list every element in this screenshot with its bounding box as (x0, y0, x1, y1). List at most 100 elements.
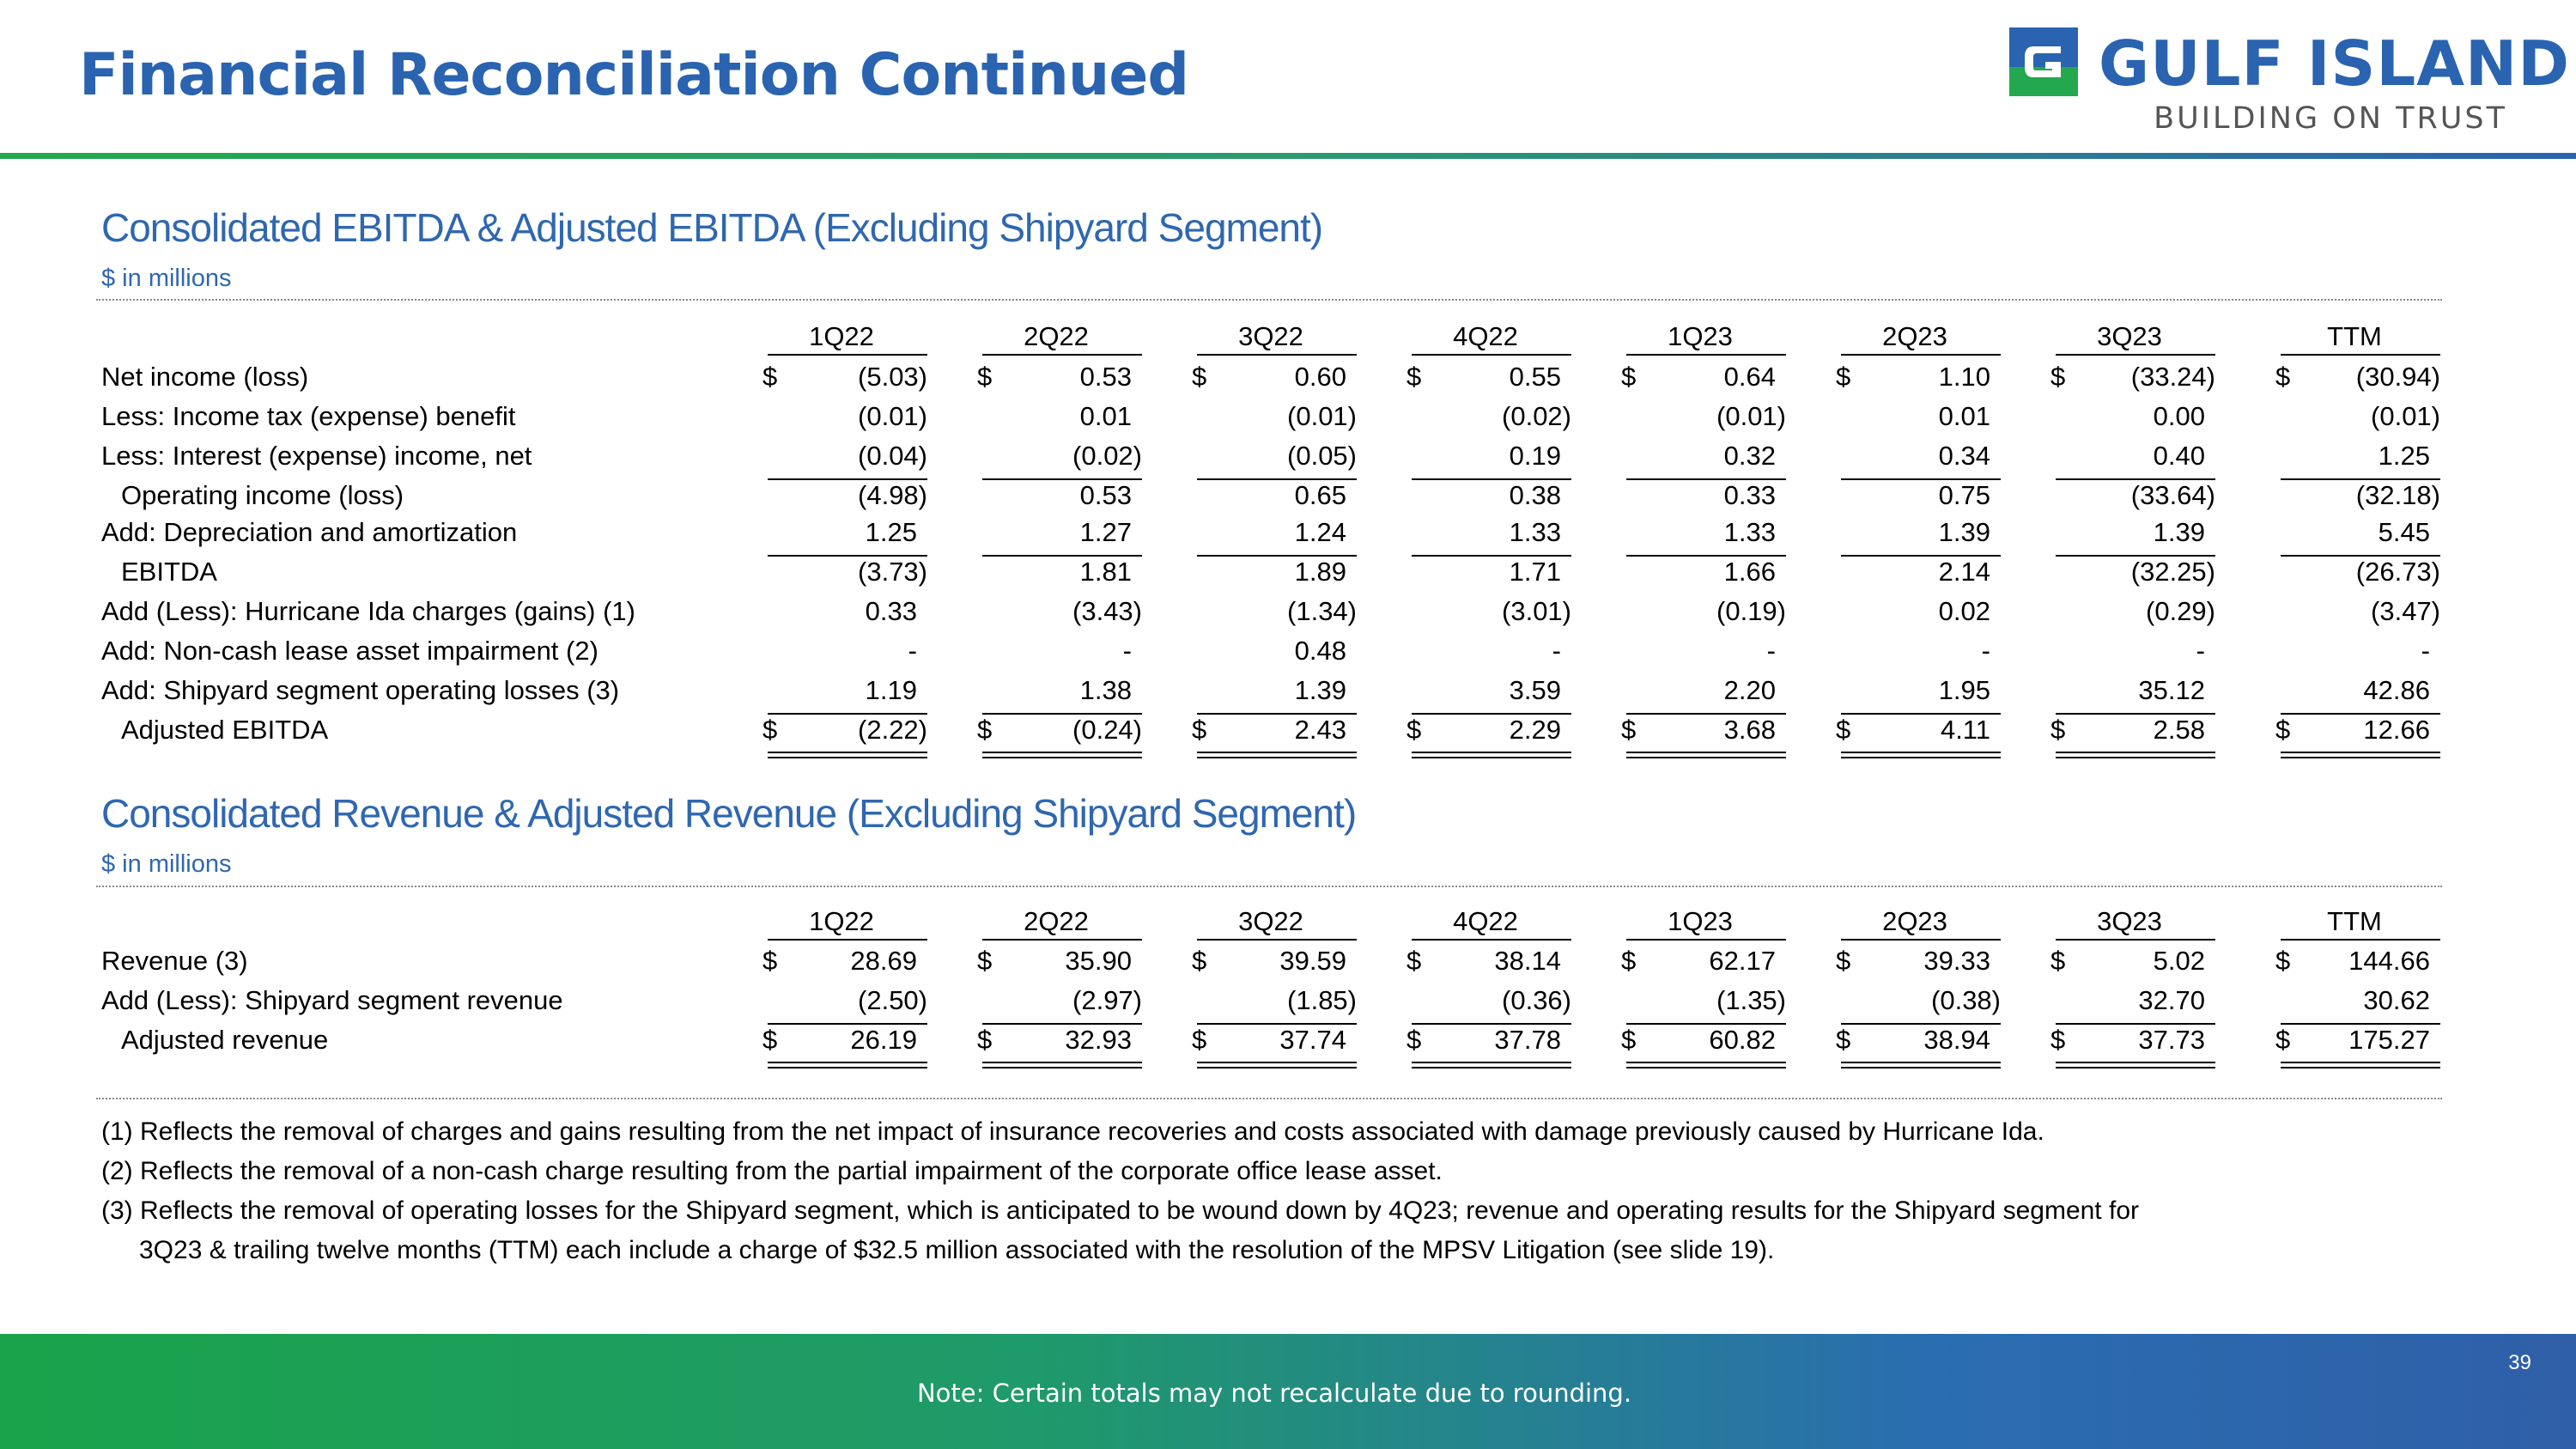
cell-value: 2.58 (2153, 715, 2205, 745)
column-header: TTM (2327, 321, 2382, 351)
cell-value: (32.25) (2130, 557, 2215, 587)
table-cell: - (1614, 636, 1786, 667)
cell-value: 0.01 (1938, 401, 1990, 431)
rounding-note: Note: Certain totals may not recalculate… (916, 1379, 1632, 1408)
table-cell: 0.33 (756, 596, 927, 627)
table-cell: (0.01) (2269, 401, 2440, 432)
cell-value: - (1766, 636, 1776, 666)
cell-value: 26.19 (850, 1025, 917, 1055)
table-cell: 0.32 (1614, 441, 1786, 472)
cell-value: 37.74 (1279, 1025, 1346, 1055)
column-header: 4Q22 (1453, 906, 1518, 936)
page-number: 39 (2508, 1351, 2531, 1374)
cell-value: (33.24) (2130, 362, 2215, 392)
cell-value: (0.04) (858, 441, 927, 471)
currency-symbol: $ (1836, 946, 1851, 976)
column-header: 1Q22 (809, 906, 874, 936)
total-rule (982, 713, 1142, 715)
footer-bar: Note: Certain totals may not recalculate… (0, 1334, 2576, 1449)
column-header: 2Q22 (1024, 321, 1089, 351)
total-rule (1626, 713, 1786, 715)
row-label: Revenue (3) (101, 946, 248, 976)
cell-value: 1.25 (2378, 441, 2430, 471)
table-cell: (0.19) (1614, 596, 1786, 627)
total-rule (1626, 1023, 1786, 1025)
cell-value: 0.60 (1294, 362, 1346, 392)
table-cell: - (2269, 636, 2440, 667)
total-rule (1841, 1023, 2001, 1025)
table-cell: (0.29) (2044, 596, 2215, 627)
row-label: Add (Less): Shipyard segment revenue (101, 985, 563, 1015)
cell-value: 2.20 (1723, 675, 1776, 705)
table-cell: $39.33 (1829, 946, 2001, 977)
table-cell: - (2044, 636, 2215, 667)
subtotal-rule (2281, 555, 2440, 557)
subtotal-rule (1626, 555, 1786, 557)
total-rule (1197, 713, 1357, 715)
cell-value: 0.64 (1723, 362, 1776, 392)
subtotal-rule (1626, 478, 1786, 480)
currency-symbol: $ (1406, 362, 1422, 392)
currency-symbol: $ (1192, 1025, 1207, 1055)
table-cell: (2.50) (756, 985, 927, 1016)
table-cell: - (970, 636, 1142, 667)
currency-symbol: $ (2275, 946, 2291, 976)
currency-symbol: $ (977, 946, 993, 976)
cell-value: 12.66 (2363, 715, 2430, 745)
row-label: Less: Income tax (expense) benefit (101, 401, 516, 431)
cell-value: 39.59 (1279, 946, 1346, 976)
cell-value: 1.10 (1938, 362, 1990, 392)
subtotal-rule (2056, 478, 2215, 480)
total-rule (1197, 1023, 1357, 1025)
row-label: Net income (loss) (101, 362, 309, 392)
column-header-underline (1412, 939, 1571, 941)
cell-value: (0.29) (2146, 596, 2215, 626)
cell-value: - (1122, 636, 1132, 666)
cell-value: 32.93 (1065, 1025, 1132, 1055)
table-cell: (32.25) (2044, 557, 2215, 588)
grand-total-double-rule (768, 1062, 927, 1068)
table-cell: (0.01) (756, 401, 927, 432)
cell-value: 2.43 (1294, 715, 1346, 745)
cell-value: 1.39 (2153, 517, 2205, 547)
currency-symbol: $ (1406, 715, 1422, 745)
column-header-underline (1841, 939, 2001, 941)
table-cell: $39.59 (1185, 946, 1357, 977)
footnotes-divider (96, 1098, 2442, 1099)
table-cell: 0.19 (1400, 441, 1571, 472)
cell-value: 0.00 (2153, 401, 2205, 431)
footnote-2: (2) Reflects the removal of a non-cash c… (101, 1157, 1443, 1185)
cell-value: (30.94) (2355, 362, 2440, 392)
column-header: TTM (2327, 906, 2382, 936)
cell-value: 37.73 (2138, 1025, 2205, 1055)
cell-value: 0.33 (865, 596, 917, 626)
logo-tagline: BUILDING ON TRUST (2154, 101, 2507, 136)
ebitda-section-title: Consolidated EBITDA & Adjusted EBITDA (E… (101, 205, 1323, 250)
table-cell: $37.74 (1185, 1025, 1357, 1056)
column-header: 1Q23 (1668, 906, 1733, 936)
row-label: Add (Less): Hurricane Ida charges (gains… (101, 596, 635, 626)
cell-value: (0.19) (1716, 596, 1786, 626)
currency-symbol: $ (2275, 715, 2291, 745)
table-cell: 0.65 (1185, 480, 1357, 511)
ebitda-divider (96, 299, 2442, 301)
cell-value: 1.66 (1723, 557, 1776, 587)
column-header-underline (1841, 354, 2001, 356)
grand-total-double-rule (982, 752, 1142, 758)
subtotal-rule (1412, 555, 1571, 557)
table-cell: $0.53 (970, 362, 1142, 393)
table-cell: 2.14 (1829, 557, 2001, 588)
table-cell: (3.47) (2269, 596, 2440, 627)
cell-value: 0.32 (1723, 441, 1776, 471)
grand-total-double-rule (1197, 1062, 1357, 1068)
revenue-unit-label: $ in millions (101, 850, 232, 878)
table-cell: 5.45 (2269, 517, 2440, 548)
table-cell: 1.66 (1614, 557, 1786, 588)
table-cell: $32.93 (970, 1025, 1142, 1056)
currency-symbol: $ (2050, 362, 2066, 392)
table-cell: 1.95 (1829, 675, 2001, 706)
table-cell: (33.64) (2044, 480, 2215, 511)
column-header-underline (2281, 354, 2440, 356)
column-header-underline (2281, 939, 2440, 941)
table-cell: 42.86 (2269, 675, 2440, 706)
